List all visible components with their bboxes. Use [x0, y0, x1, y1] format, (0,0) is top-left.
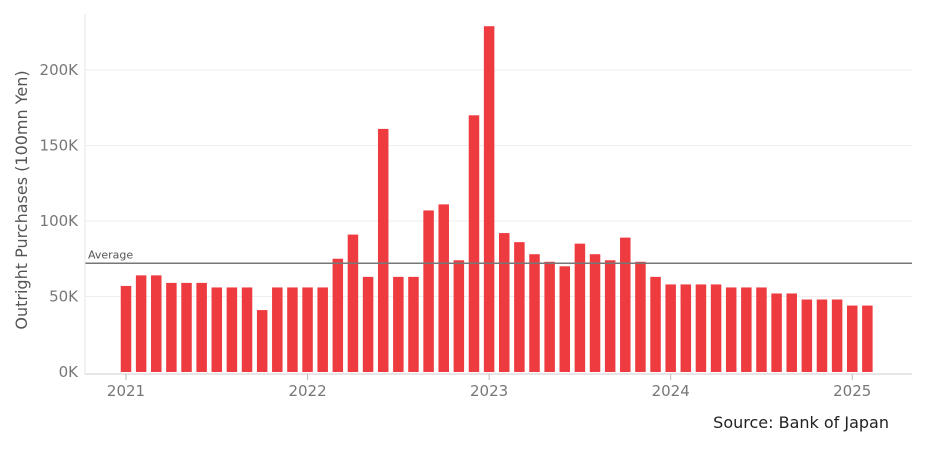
bar	[846, 305, 858, 372]
source-note: Source: Bank of Japan	[713, 413, 889, 432]
bar	[393, 276, 404, 372]
x-tick-label: 2024	[652, 382, 690, 400]
bar	[287, 287, 298, 372]
bar	[816, 299, 828, 372]
bar	[529, 254, 540, 372]
bar	[438, 204, 449, 372]
bar	[756, 287, 767, 372]
bars	[120, 26, 873, 373]
bar	[574, 243, 586, 372]
bar	[559, 266, 571, 372]
average-line-group: Average	[85, 248, 912, 265]
bar	[710, 284, 722, 372]
bar	[741, 287, 752, 372]
grid-lines	[85, 69, 912, 297]
bar	[332, 258, 344, 372]
bar	[831, 299, 843, 372]
bar	[423, 210, 434, 372]
bar	[499, 233, 510, 372]
x-tick-label: 2023	[470, 382, 508, 400]
y-tick-label: 200K	[40, 61, 80, 79]
bar	[514, 242, 525, 372]
bar	[226, 287, 238, 372]
bar	[272, 287, 283, 372]
bar	[151, 275, 162, 372]
bar	[196, 282, 207, 372]
bar	[544, 261, 555, 372]
y-axis-title: Outright Purchases (100mn Yen)	[12, 70, 31, 329]
y-tick-label: 50K	[49, 288, 79, 306]
bar	[347, 234, 359, 372]
bar	[135, 275, 147, 372]
bar	[771, 293, 782, 372]
bar	[695, 284, 707, 372]
y-tick-label: 150K	[40, 137, 80, 155]
bar	[604, 260, 616, 372]
bar	[120, 285, 132, 372]
bar	[468, 115, 480, 373]
bar	[620, 237, 631, 372]
bar	[241, 287, 253, 372]
average-label: Average	[88, 248, 133, 261]
y-tick-label: 100K	[40, 212, 80, 230]
bar	[680, 284, 692, 372]
bar	[862, 305, 873, 372]
x-tick-label: 2025	[833, 382, 871, 400]
bar	[589, 254, 601, 372]
bar	[211, 287, 223, 372]
bar	[302, 287, 313, 372]
bar	[725, 287, 737, 372]
bar	[635, 261, 646, 372]
bar	[786, 293, 797, 372]
bar	[317, 287, 328, 372]
y-tick-label: 0K	[59, 363, 80, 381]
x-tick-label: 2021	[107, 382, 145, 400]
bar	[801, 299, 813, 372]
bar	[408, 276, 419, 372]
bar	[181, 282, 192, 372]
bar	[377, 128, 389, 372]
bar	[256, 310, 268, 372]
bar	[362, 276, 374, 372]
bar	[665, 284, 676, 372]
x-tick-label: 2022	[288, 382, 326, 400]
bar	[650, 276, 661, 372]
bar	[166, 282, 177, 372]
bar	[453, 260, 465, 372]
bar	[483, 26, 495, 373]
y-axis-ticks: 0K 50K 100K 150K 200K	[40, 61, 80, 381]
x-axis-ticks: 2021 2022 2023 2024 2025	[107, 374, 871, 400]
